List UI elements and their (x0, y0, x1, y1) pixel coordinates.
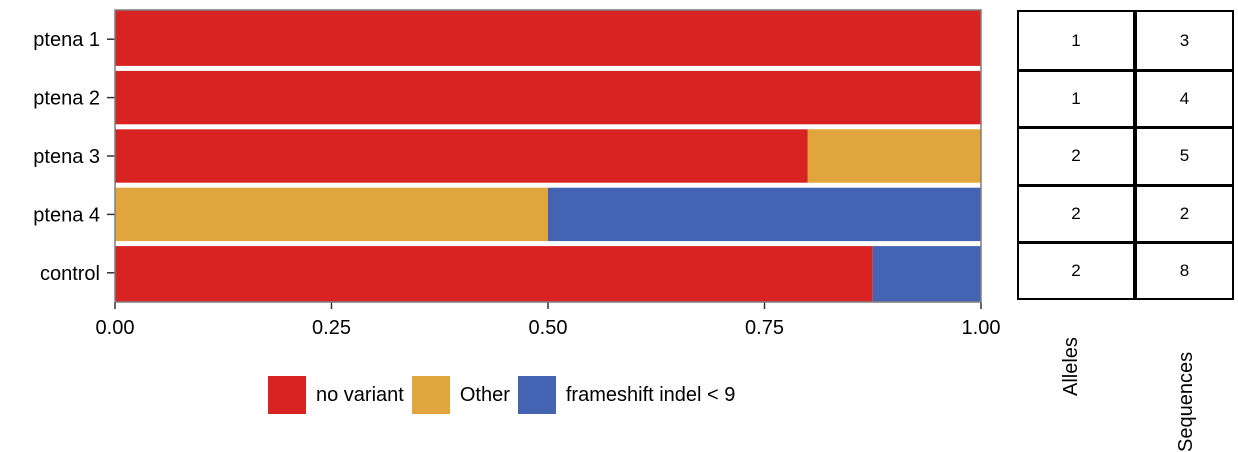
bar-segment-no-variant-ptena-3 (115, 129, 808, 183)
alleles-cell: 1 (1071, 30, 1081, 50)
y-tick-label: ptena 3 (33, 146, 100, 168)
y-tick-label: control (40, 263, 100, 285)
legend-key (517, 376, 556, 414)
sequences-cell: 2 (1179, 203, 1190, 223)
legend-label: frameshift indel < 9 (565, 383, 736, 406)
stacked-bar-chart: ptena 1 ptena 2 ptena 3 ptena 4 control 0.00… (33, 9, 1001, 339)
sequences-cell: 3 (1179, 30, 1190, 50)
sequences-cell: 8 (1179, 260, 1190, 280)
alleles-cell: 1 (1071, 89, 1081, 109)
sequences-cell: 4 (1179, 89, 1190, 109)
alleles-cell: 2 (1071, 203, 1081, 223)
column-divider (1133, 12, 1137, 298)
y-axis-labels: ptena 1 ptena 2 ptena 3 ptena 4 control (33, 29, 115, 285)
x-tick-label: 0.75 (745, 317, 784, 339)
bar-segment-no-variant-ptena-2 (115, 70, 981, 125)
bar-segment-no-variant-control (115, 246, 873, 302)
alleles-cell: 2 (1071, 146, 1081, 166)
x-tick-label: 0.00 (96, 317, 135, 339)
legend-item: Other (411, 376, 510, 414)
bar-segment-other-ptena-4 (115, 187, 548, 242)
legend-label: no variant (316, 383, 404, 406)
y-tick-label: ptena 2 (33, 88, 100, 110)
legend-item: frameshift indel < 9 (517, 376, 736, 414)
panel-border (114, 9, 982, 303)
column-label-sequences: Sequences (1175, 351, 1197, 452)
column-label-alleles: Alleles (1060, 337, 1082, 396)
x-tick-label: 0.25 (312, 317, 351, 339)
y-tick-label: ptena 4 (33, 204, 100, 226)
y-tick-label: ptena 1 (33, 29, 100, 51)
legend-key (268, 376, 306, 414)
legend-key (411, 376, 450, 414)
legend: no variant Other frameshift indel < 9 (268, 376, 743, 414)
bar-segment-frameshift-indel-9-ptena-4 (548, 187, 981, 242)
x-tick-label: 1.00 (962, 317, 1001, 339)
x-tick-label: 0.50 (529, 317, 568, 339)
legend-item: no variant (268, 376, 404, 414)
bar-segment-other-ptena-3 (807, 129, 981, 183)
x-axis: 0.00 0.25 0.50 0.75 1.00 (96, 302, 1001, 339)
alleles-cell: 2 (1071, 260, 1081, 280)
sequences-cell: 5 (1179, 146, 1190, 166)
bar-segment-no-variant-ptena-1 (115, 10, 981, 66)
bars-group (115, 10, 981, 302)
legend-label: Other (459, 383, 510, 406)
bar-segment-frameshift-indel-9-control (872, 246, 981, 302)
